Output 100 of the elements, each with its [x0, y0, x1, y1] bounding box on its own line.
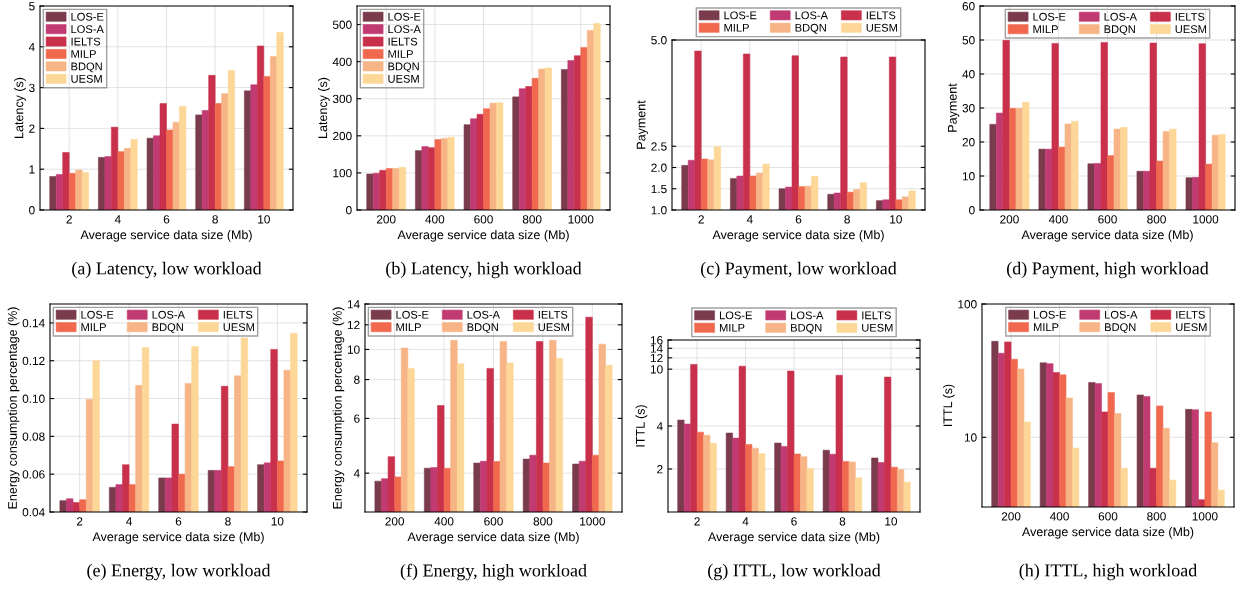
y-tick-label: 60	[962, 2, 975, 11]
legend-label: BDQN	[467, 323, 498, 334]
y-tick-label: 0.06	[22, 470, 45, 479]
text: (d) Payment, high workload	[1007, 261, 1209, 279]
bar	[1038, 148, 1046, 210]
x-tick-label: 4	[126, 517, 133, 526]
bar	[544, 67, 552, 210]
x-tick-label: 2	[694, 517, 700, 526]
legend-label: LOS-A	[71, 25, 104, 34]
bar	[1051, 43, 1059, 210]
y-tick-label: 1	[29, 165, 35, 174]
bar	[525, 86, 533, 210]
y-tick-label: 20	[962, 138, 975, 147]
legend-label: MILP	[81, 323, 106, 331]
bar	[1015, 108, 1023, 210]
y-axis-title: ITTL (s)	[943, 384, 955, 426]
legend-label: IELTS	[862, 311, 891, 320]
bar	[593, 23, 601, 210]
y-tick-label: 2	[657, 465, 663, 474]
bar	[476, 114, 484, 210]
bar	[49, 176, 57, 210]
x-tick-label: 8	[212, 215, 218, 224]
bar	[75, 169, 83, 210]
y-tick-label: 0.04	[22, 508, 45, 517]
bar	[1120, 127, 1128, 210]
y-tick-label: 200	[333, 131, 352, 141]
y-tick-label: 16	[650, 336, 663, 345]
bar	[1002, 40, 1010, 210]
y-axis-title: Payment	[948, 83, 960, 132]
bar	[179, 106, 187, 210]
bar	[1185, 177, 1193, 210]
legend-label: MILP	[719, 323, 745, 332]
legend-label: UESM	[1175, 25, 1206, 34]
legend-label: LOS-E	[388, 12, 421, 21]
x-axis-title: Average service data size (Mb)	[712, 230, 884, 242]
x-tick-label: 1000	[580, 517, 606, 526]
x-axis-title: Average service data size (Mb)	[708, 532, 880, 544]
legend-label: IELTS	[71, 37, 101, 46]
x-tick-label: 6	[795, 215, 802, 224]
legend-label: LOS-E	[81, 310, 114, 319]
bar	[1198, 43, 1206, 210]
legend-label: UESM	[388, 74, 419, 83]
x-axis-title: Average service data size (Mb)	[1021, 230, 1193, 242]
text: (b) Latency, high workload	[386, 261, 582, 279]
y-tick-label: 300	[332, 94, 352, 104]
legend-label: LOS-A	[791, 311, 824, 320]
x-tick-label: 800	[1147, 512, 1166, 521]
bar	[421, 146, 429, 210]
y-axis-title: Payment	[636, 100, 648, 149]
x-tick-label: 600	[474, 215, 493, 224]
y-tick-label: 4	[28, 42, 35, 52]
x-tick-label: 200	[1000, 215, 1019, 224]
bar	[1218, 134, 1226, 210]
legend-label: MILP	[1033, 25, 1058, 33]
legend-label: BDQN	[795, 23, 826, 34]
y-tick-label: 2.0	[651, 163, 667, 172]
legend-label: IELTS	[1175, 12, 1205, 21]
legend-label: LOS-E	[1033, 310, 1066, 319]
y-tick-label: 10	[650, 365, 663, 374]
bar	[434, 139, 442, 210]
y-axis-title: Latency (s)	[14, 77, 26, 138]
bar	[1087, 163, 1095, 210]
bar	[989, 124, 997, 210]
x-tick-label: 400	[1049, 512, 1069, 521]
x-tick-label: 400	[425, 215, 445, 224]
x-tick-label: 400	[1048, 215, 1068, 224]
bar	[1136, 170, 1144, 210]
bar	[463, 124, 471, 210]
x-tick-label: 200	[376, 215, 396, 224]
x-axis-title: Average service data size (Mb)	[407, 532, 579, 544]
x-tick-label: 10	[885, 517, 898, 526]
legend-label: LOS-A	[795, 11, 828, 20]
y-tick-label: 0	[346, 206, 352, 215]
bar	[512, 96, 520, 210]
x-tick-label: 2	[698, 215, 704, 224]
bar	[276, 32, 284, 210]
y-tick-label: 30	[962, 104, 975, 113]
legend-label: LOS-E	[396, 310, 429, 319]
x-tick-label: 1000	[1192, 512, 1218, 521]
y-tick-label: 3	[29, 83, 35, 92]
legend-label: UESM	[538, 323, 569, 332]
bar	[398, 167, 406, 210]
legend-label: LOS-A	[1105, 310, 1138, 319]
x-tick-label: 10	[890, 215, 902, 224]
bar	[117, 151, 125, 210]
legend-label: MILP	[388, 50, 413, 58]
bar	[1100, 42, 1108, 210]
y-tick-label: 100	[333, 168, 352, 178]
y-tick-label: 400	[332, 57, 352, 67]
bar	[159, 103, 167, 210]
x-tick-label: 2	[66, 215, 72, 224]
bar	[104, 156, 112, 210]
y-tick-label: 5.0	[651, 36, 667, 45]
bar	[567, 60, 575, 210]
bar	[1022, 101, 1030, 210]
x-tick-label: 200	[1001, 512, 1021, 521]
bar	[1169, 128, 1177, 210]
y-tick-label: 2	[29, 124, 35, 133]
x-axis-title: Average service data size (Mb)	[1022, 527, 1194, 539]
x-axis-title: Average service data size (Mb)	[397, 230, 569, 242]
